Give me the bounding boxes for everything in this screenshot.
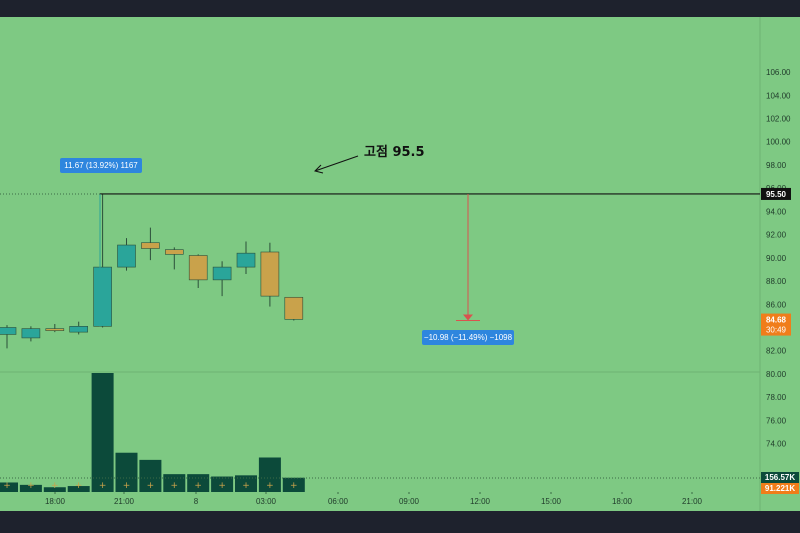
volume-marker: + [27, 481, 35, 491]
candle-body [141, 242, 160, 249]
candle-body [212, 266, 232, 281]
volume-high-tag [761, 472, 799, 483]
volume-bar [115, 452, 138, 492]
volume-marker: + [171, 481, 179, 491]
y-tick-label: 88.00 [766, 277, 787, 286]
last-price-tag [761, 313, 791, 336]
x-tick-label: 21:00 [114, 497, 135, 506]
volume-marker: + [123, 481, 131, 491]
top-bar [0, 0, 800, 17]
y-tick-label: 104.00 [766, 91, 791, 100]
volume-low-tag [761, 483, 799, 494]
y-tick-label: 98.00 [766, 161, 787, 170]
y-tick-label: 82.00 [766, 347, 787, 356]
volume-bar [211, 476, 234, 492]
candle-body [69, 326, 88, 333]
volume-marker: + [242, 481, 250, 491]
y-tick-label: 92.00 [766, 231, 787, 240]
y-tick-label: 80.00 [766, 370, 787, 379]
candle-body [117, 244, 136, 268]
volume-marker: + [266, 481, 274, 491]
plot-background [0, 17, 760, 511]
volume-marker: + [147, 481, 155, 491]
volume-bar [235, 475, 257, 492]
volume-marker: + [218, 481, 226, 491]
volume-bar [91, 373, 114, 492]
annotation-arrow [314, 155, 359, 172]
x-tick-label: 09:00 [399, 497, 420, 506]
y-tick-label: 102.00 [766, 114, 791, 123]
price-tags: 95.50 84.68 30:49 156.57K 91.221K [761, 187, 799, 494]
measure-down-label: −10.98 (−11.49%) −1098 [424, 333, 513, 342]
candle-body [165, 249, 184, 255]
volume-bar [163, 474, 186, 492]
annotation-label[interactable]: 고점 95.5 [364, 145, 425, 160]
y-tick-label: 90.00 [766, 254, 787, 263]
volume-low-label: 91.221K [765, 484, 795, 493]
volume-bar [19, 484, 42, 492]
y-tick-label: 100.00 [766, 138, 791, 147]
volume-bars: + + + + + + + + + + + + + [0, 373, 760, 492]
price-scale[interactable] [760, 17, 800, 511]
candle-body [236, 252, 256, 268]
x-tick-label: 21:00 [682, 497, 703, 506]
volume-bar [139, 459, 162, 492]
y-tick-label: 94.00 [766, 207, 787, 216]
x-tick-label: 12:00 [470, 497, 491, 506]
y-tick-label: 74.00 [766, 440, 787, 449]
y-tick-label: 78.00 [766, 393, 787, 402]
y-tick-label: 106.00 [766, 68, 791, 77]
candle-body [284, 296, 304, 320]
candles [0, 193, 304, 349]
candle-body [45, 328, 65, 331]
bottom-bar [0, 511, 800, 533]
volume-marker: + [290, 481, 298, 491]
x-tick-label: 18:00 [612, 497, 633, 506]
y-tick-label: 76.00 [766, 416, 787, 425]
volume-marker: + [99, 481, 107, 491]
level-tag-label: 95.50 [766, 190, 787, 199]
measure-down-badge [422, 330, 514, 345]
candle-body [188, 255, 208, 281]
x-tick-label: 03:00 [256, 497, 277, 506]
volume-high-label: 156.57K [765, 473, 795, 482]
volume-bar [43, 487, 66, 492]
countdown-label: 30:49 [766, 326, 787, 335]
annotation-arrow-head [314, 164, 324, 174]
volume-bar [258, 457, 281, 492]
volume-marker: + [3, 481, 11, 491]
candle-body [93, 266, 112, 327]
volume-marker: + [75, 481, 83, 491]
last-price-label: 84.68 [766, 316, 787, 325]
measure-up-badge [60, 158, 142, 173]
candle-body [260, 251, 280, 297]
level-tag [761, 187, 791, 200]
x-tick-label: 8 [194, 497, 199, 506]
candle-body [21, 328, 41, 339]
measure-down-arrow [463, 314, 473, 321]
candle-body [0, 327, 17, 335]
volume-bar [0, 482, 18, 492]
x-tick-label: 18:00 [45, 497, 66, 506]
x-axis: 18:00 21:00 8 03:00 06:00 09:00 12:00 15:00 18:0… [45, 492, 703, 506]
drawings[interactable]: 고점 95.5 11.67 (13.92%) 1167 −10.98 (−11.… [0, 145, 760, 345]
x-tick-label: 06:00 [328, 497, 349, 506]
volume-bar [187, 474, 210, 492]
measure-up-label: 11.67 (13.92%) 1167 [64, 161, 138, 170]
x-tick-label: 15:00 [541, 497, 562, 506]
volume-marker: + [194, 481, 202, 491]
volume-bar [67, 486, 90, 492]
volume-bar [282, 477, 305, 492]
y-tick-label: 86.00 [766, 300, 787, 309]
volume-marker: + [51, 481, 59, 491]
